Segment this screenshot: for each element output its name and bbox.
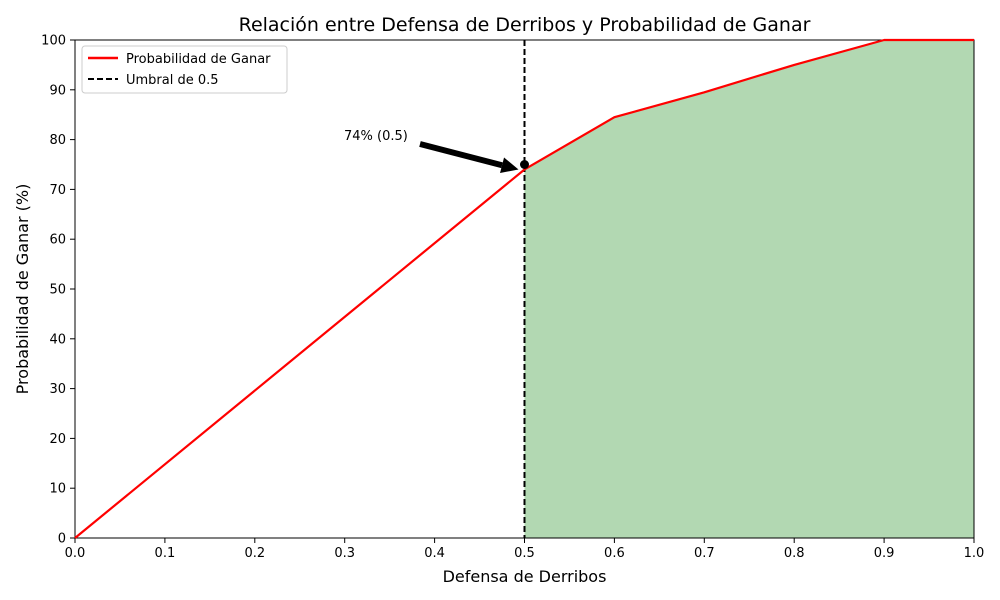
y-axis-title: Probabilidad de Ganar (%) xyxy=(13,184,32,395)
x-tick-label: 0.8 xyxy=(784,546,805,561)
x-tick-label: 0.1 xyxy=(155,546,176,561)
y-tick-label: 10 xyxy=(49,482,66,497)
legend-box xyxy=(81,45,288,94)
x-tick-label: 0.9 xyxy=(874,546,895,561)
legend: Probabilidad de Ganar Umbral de 0.5 xyxy=(81,45,288,94)
x-tick-label: 0.5 xyxy=(514,546,535,561)
y-tick-label: 100 xyxy=(41,34,66,49)
legend-label-probabilidad: Probabilidad de Ganar xyxy=(126,52,271,67)
x-tick-label: 0.2 xyxy=(244,546,265,561)
x-tick-label: 1.0 xyxy=(964,546,985,561)
x-tick-label: 0.3 xyxy=(334,546,355,561)
x-tick-label: 0.4 xyxy=(424,546,445,561)
annotation-arrow-shaft xyxy=(419,141,503,169)
annotation-text: 74% (0.5) xyxy=(344,129,408,144)
x-axis-title: Defensa de Derribos xyxy=(443,567,607,586)
y-tick-label: 60 xyxy=(49,233,66,248)
y-tick-label: 80 xyxy=(49,133,66,148)
annotation-arrow-head xyxy=(500,157,519,173)
y-tick-label: 0 xyxy=(58,532,66,547)
series-line-probabilidad xyxy=(74,38,974,539)
plot-area: 0.0 0.1 0.2 0.3 0.4 0.5 0.6 0.7 0.8 0.9 1.0 0 10 20 30… xyxy=(41,34,984,562)
x-tick-label: 0.6 xyxy=(604,546,625,561)
legend-label-umbral: Umbral de 0.5 xyxy=(126,73,219,88)
shaded-region xyxy=(524,40,974,538)
annotation-point xyxy=(520,160,529,169)
x-tick-label: 0.7 xyxy=(694,546,715,561)
y-tick-label: 30 xyxy=(49,382,66,397)
y-tick-label: 20 xyxy=(49,432,66,447)
chart-title: Relación entre Defensa de Derribos y Pro… xyxy=(239,14,811,36)
x-tick-label: 0.0 xyxy=(65,546,86,561)
y-tick-label: 50 xyxy=(49,283,66,298)
y-tick-label: 40 xyxy=(49,332,66,347)
y-tick-label: 70 xyxy=(49,183,66,198)
y-tick-label: 90 xyxy=(49,83,66,98)
